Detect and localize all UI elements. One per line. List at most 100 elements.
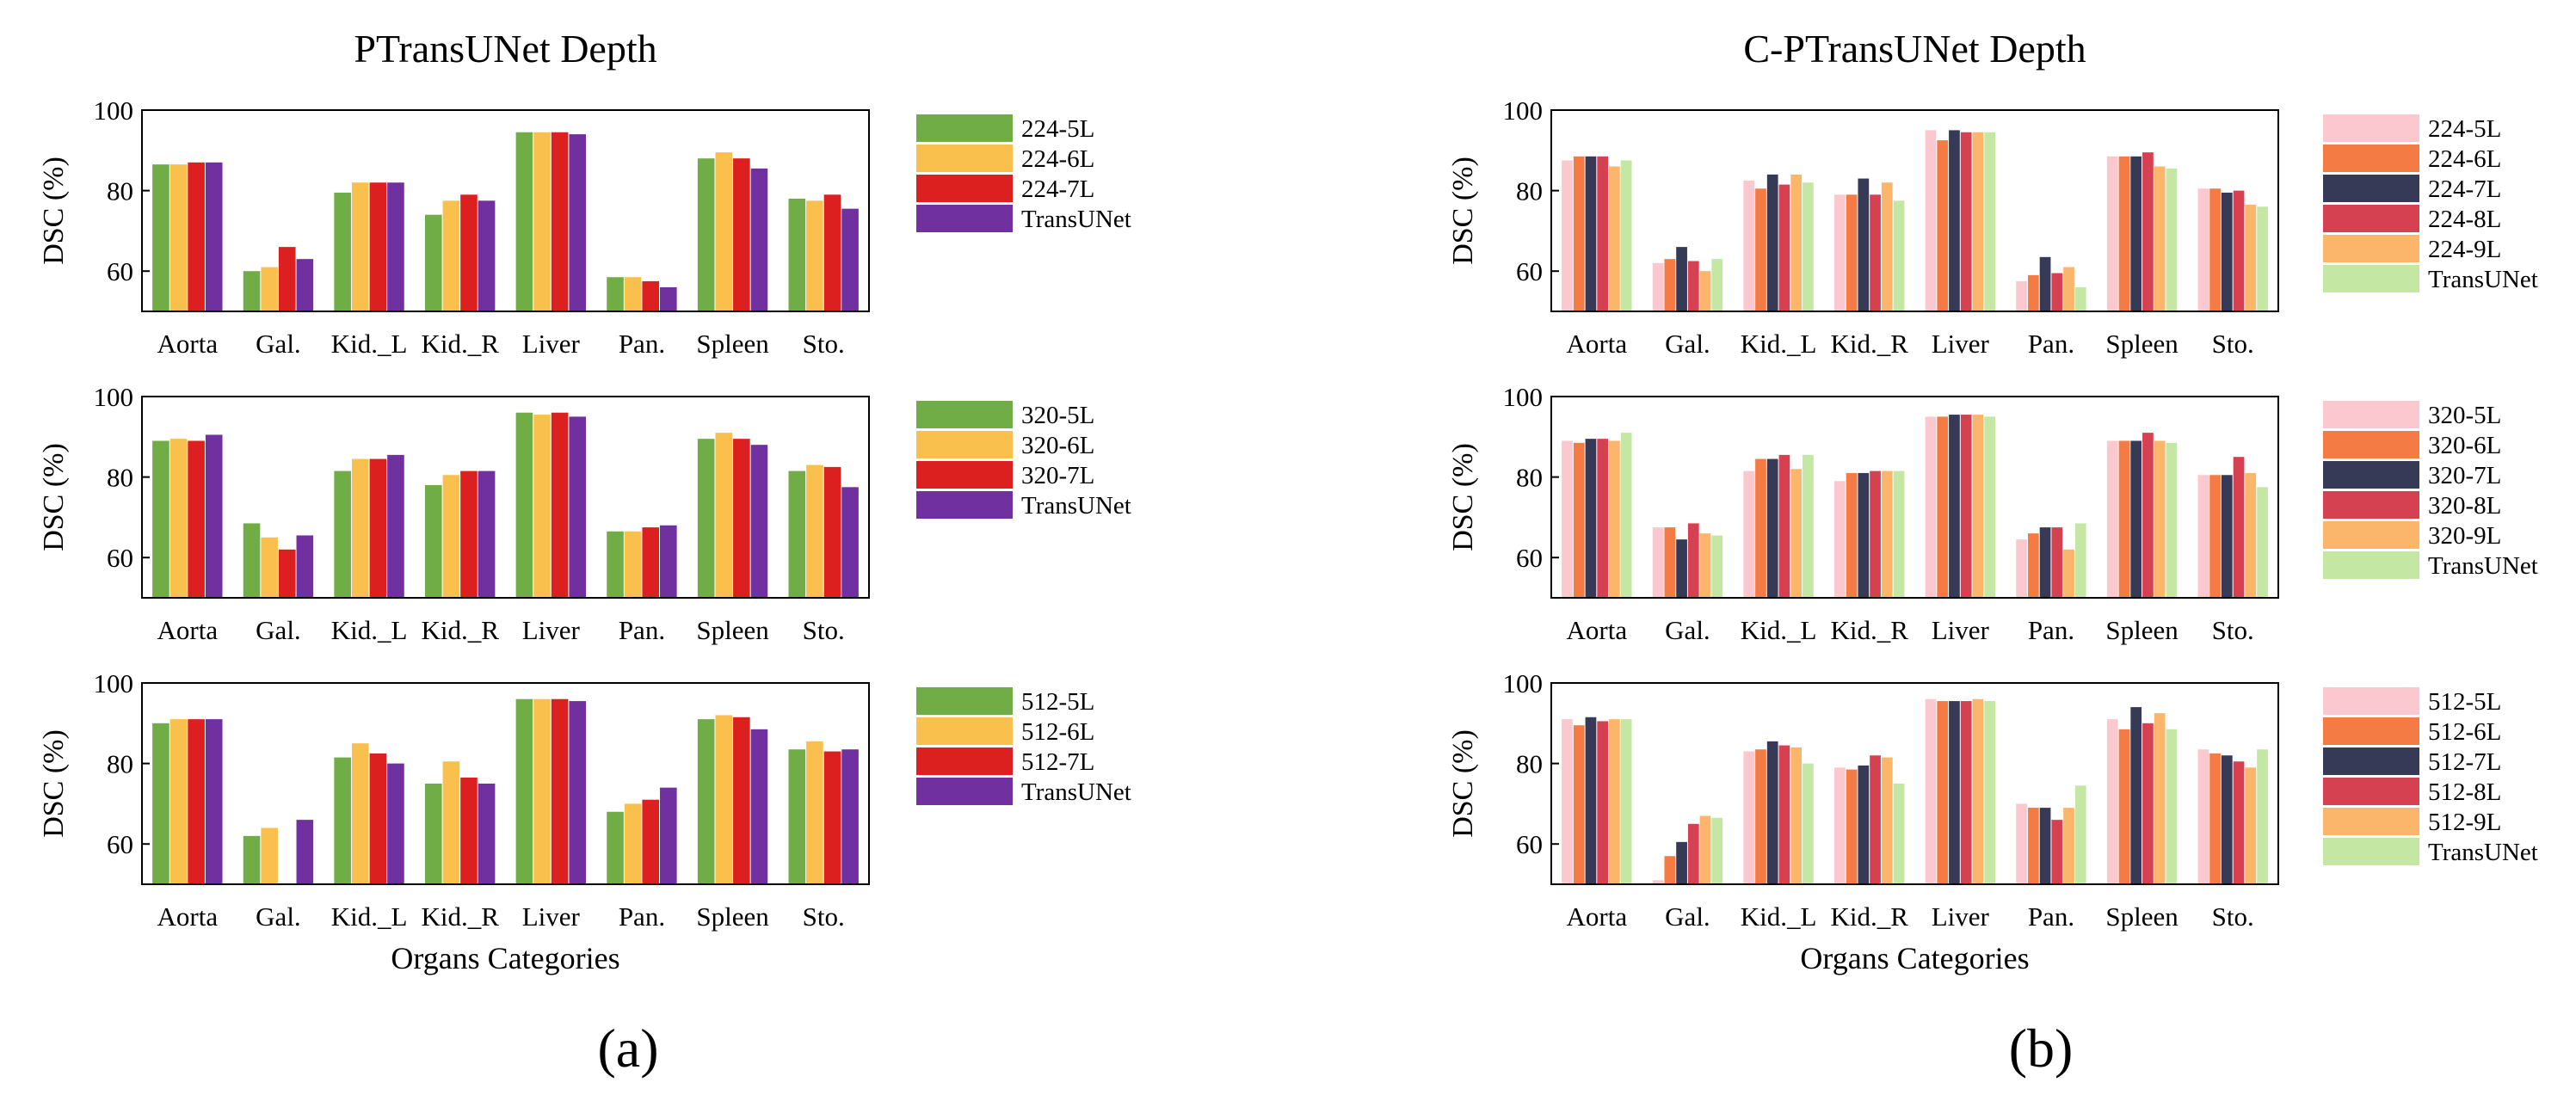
x-tick-label: Kid._L [1741,901,1817,932]
legend-swatch [916,145,1013,172]
bar-512-7l-spleen [733,717,750,884]
bar-512-5l-kid-r [1833,767,1846,884]
y-axis-label: DSC (%) [1447,443,1479,551]
chart-title: PTransUNet Depth [354,27,656,71]
chart-b1: C-PTransUNet Depth 60 80 100 Aorta Gal. Kid._L… [1447,27,2538,359]
legend-label: 224-9L [2428,236,2501,263]
bar-224-9l-kid-r [1881,182,1893,311]
bar-224-9l-spleen [2154,166,2166,311]
x-axis-label: Organs Categories [391,941,619,975]
bar-transunet-kid-l [1803,454,1814,598]
y-axis-label: DSC (%) [38,157,70,265]
bar-512-9l-kid-r [1881,757,1893,884]
bar-512-6l-kid-r [442,761,460,884]
bar-transunet-gal- [1711,817,1723,884]
bar-transunet-kid-l [1803,763,1814,884]
bar-512-9l-aorta [1609,719,1620,884]
bar-512-7l-liver [551,698,569,884]
bar-transunet-liver [1984,701,1996,884]
legend-swatch [2323,431,2419,458]
x-tick-label: Pan. [2028,615,2074,645]
bar-224-5l-kid-r [1833,194,1846,311]
legend-swatch [2323,205,2419,232]
bar-320-9l-kid-r [1881,471,1893,598]
y-axis-label: DSC (%) [1447,157,1479,265]
x-tick-label: Sto. [2212,329,2254,359]
legend-label: 224-6L [2428,145,2501,173]
bar-320-6l-spleen [2118,440,2130,598]
bar-320-5l-kid-l [1743,471,1755,598]
bar-320-9l-pan- [2063,549,2074,598]
bar-512-5l-gal- [243,835,261,884]
bar-224-6l-pan- [2027,274,2039,311]
legend-label: 320-8L [2428,492,2501,520]
bar-224-5l-gal- [1652,262,1664,311]
bar-224-5l-pan- [2016,280,2027,311]
legend-swatch [2323,717,2419,745]
legend-label: 224-6L [1021,145,1094,173]
bar-512-6l-gal- [1664,856,1676,884]
bar-512-6l-liver [533,698,551,884]
y-tick-label: 80 [1516,749,1543,779]
bar-224-8l-pan- [2051,273,2063,311]
x-tick-label: Kid._R [1830,615,1908,645]
y-tick-label: 60 [107,543,133,573]
bar-transunet-sto- [2257,487,2268,598]
x-tick-label: Sto. [2212,615,2254,645]
bar-512-8l-kid-r [1870,755,1881,884]
bar-320-7l-spleen [2130,440,2142,598]
bar-320-9l-aorta [1609,440,1620,598]
x-tick-label: Liver [522,615,581,645]
x-tick-label: Kid._R [421,615,499,645]
y-tick-label: 100 [1503,382,1544,412]
x-tick-label: Pan. [619,615,665,645]
bar-512-9l-pan- [2063,808,2074,884]
x-tick-label: Gal. [256,901,301,932]
bar-224-5l-sto- [788,198,806,311]
bar-320-6l-sto- [806,464,823,598]
x-tick-label: Spleen [2105,329,2179,359]
bar-512-9l-kid-l [1790,747,1803,884]
bar-transunet-liver [569,701,587,884]
bar-512-6l-pan- [624,803,642,884]
bar-224-6l-kid-l [1755,188,1766,311]
bar-transunet-kid-l [387,454,404,598]
bar-224-7l-liver [1949,130,1960,311]
bar-320-7l-kid-l [1766,458,1778,598]
bar-224-6l-spleen [715,152,733,311]
bar-320-6l-kid-l [351,458,369,598]
x-tick-label: Sto. [803,615,845,645]
bar-transunet-kid-r [1893,200,1905,311]
bar-transunet-kid-l [387,182,404,311]
bar-512-8l-liver [1960,701,1972,884]
bar-224-6l-aorta [1573,156,1585,311]
bar-320-6l-liver [533,415,551,598]
bar-512-5l-pan- [2016,803,2027,884]
bar-320-9l-kid-l [1790,469,1803,598]
bar-320-7l-kid-r [460,471,478,598]
bar-224-7l-kid-r [1858,178,1870,311]
bar-224-9l-pan- [2063,267,2074,311]
bar-512-7l-kid-r [460,777,478,884]
bar-320-7l-gal- [1676,539,1687,598]
bar-224-5l-gal- [243,271,261,311]
bar-320-7l-aorta [1585,439,1597,598]
plot-frame [141,396,870,599]
y-tick-label: 80 [107,749,133,779]
bar-512-8l-aorta [1597,721,1609,884]
bar-320-7l-gal- [278,549,296,598]
bar-224-5l-kid-r [424,214,442,311]
bar-224-7l-kid-l [369,182,387,311]
legend-label: 512-6L [2428,718,2501,746]
bar-320-7l-liver [551,412,569,598]
bar-320-7l-pan- [2039,527,2051,598]
bar-320-6l-gal- [261,537,278,598]
legend-swatch [916,114,1013,142]
bar-512-5l-liver [515,698,533,884]
x-tick-label: Kid._L [331,329,408,359]
bar-transunet-pan- [660,787,677,884]
legend-label: TransUNet [1021,206,1131,233]
bar-transunet-kid-r [478,784,496,884]
bar-transunet-pan- [660,525,677,598]
bar-transunet-aorta [1620,433,1632,598]
